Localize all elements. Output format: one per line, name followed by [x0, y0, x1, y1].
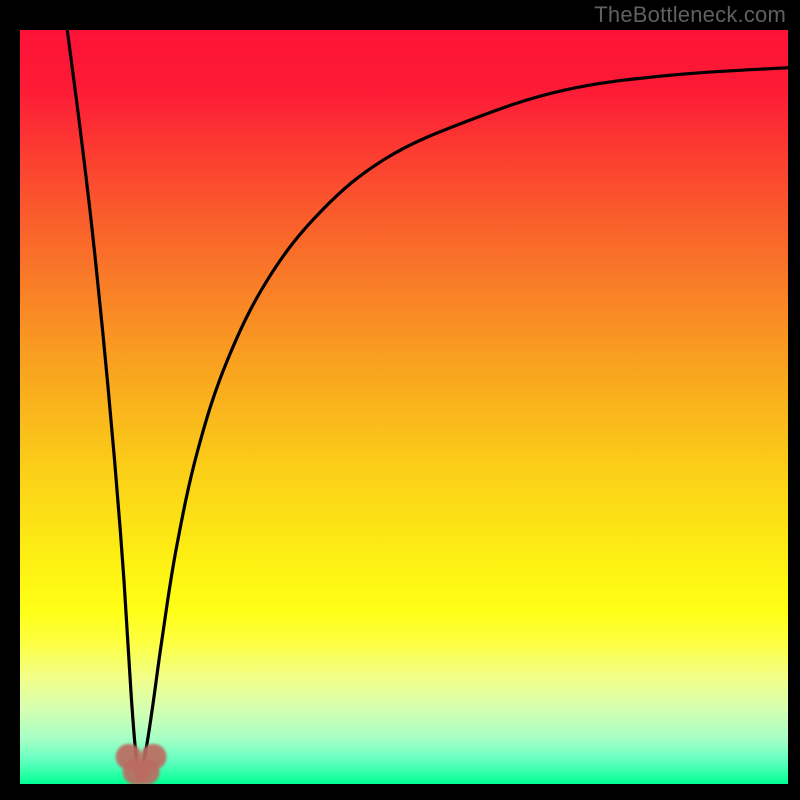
trough-marker: [141, 744, 167, 770]
gradient-background: [20, 30, 788, 784]
chart-svg: [0, 0, 800, 800]
border-bottom: [0, 784, 800, 800]
chart-stage: TheBottleneck.com: [0, 0, 800, 800]
border-right: [788, 0, 800, 800]
watermark-text: TheBottleneck.com: [594, 2, 786, 28]
border-left: [0, 0, 20, 800]
